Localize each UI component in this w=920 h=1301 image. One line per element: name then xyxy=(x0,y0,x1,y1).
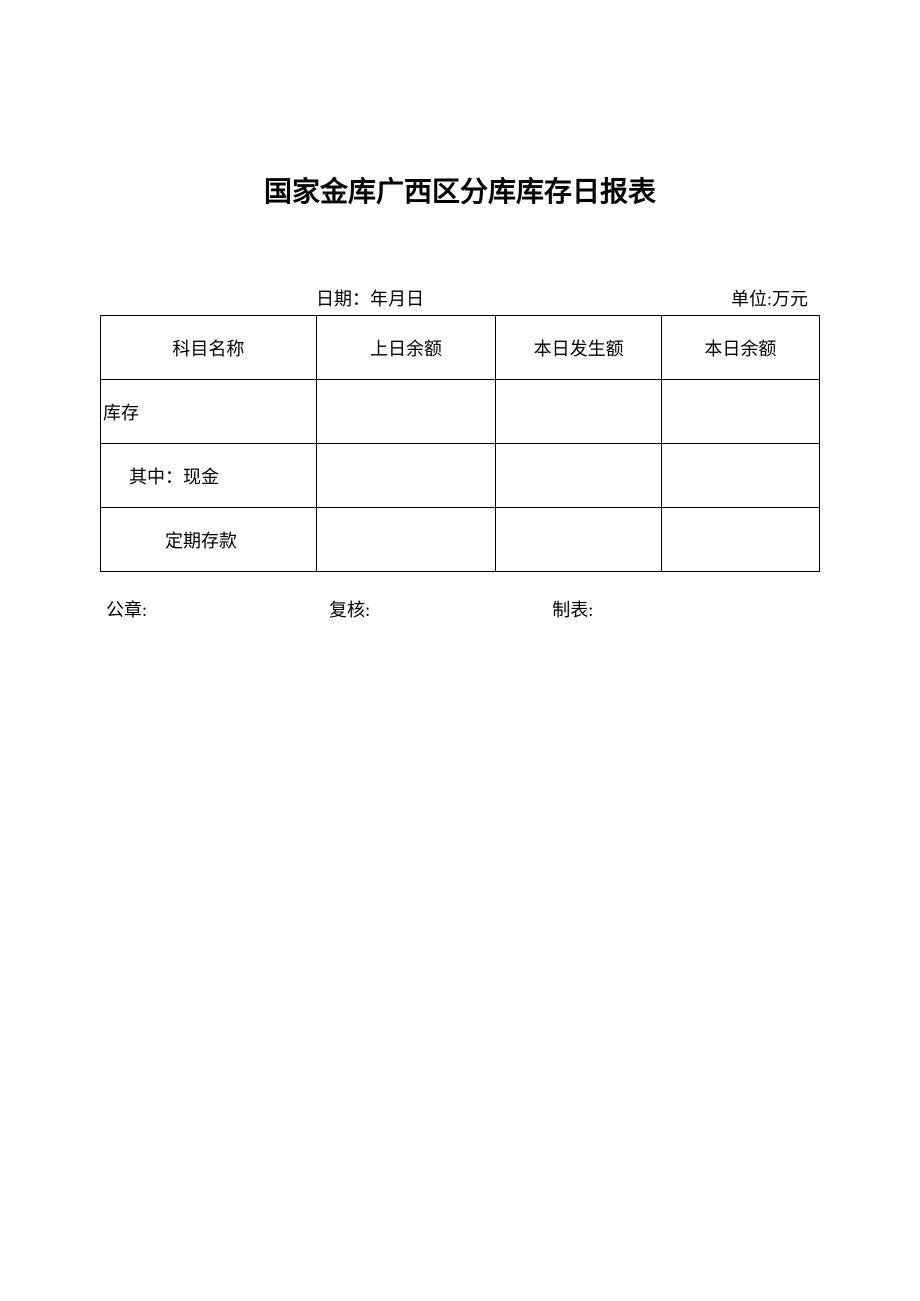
row-today-balance xyxy=(661,508,819,572)
review-label: 复核: xyxy=(329,596,552,622)
inventory-table: 科目名称 上日余额 本日发生额 本日余额 库存其中：现金定期存款 xyxy=(100,315,820,572)
row-today-amount xyxy=(496,508,661,572)
row-prev-balance xyxy=(316,444,496,508)
table-row: 库存 xyxy=(101,380,820,444)
row-label: 库存 xyxy=(101,380,317,444)
document-title: 国家金库广西区分库库存日报表 xyxy=(100,170,820,210)
row-today-balance xyxy=(661,444,819,508)
table-row: 定期存款 xyxy=(101,508,820,572)
row-prev-balance xyxy=(316,380,496,444)
preparer-label: 制表: xyxy=(552,596,820,622)
table-body: 库存其中：现金定期存款 xyxy=(101,380,820,572)
row-label: 定期存款 xyxy=(101,508,317,572)
row-today-balance xyxy=(661,380,819,444)
row-prev-balance xyxy=(316,508,496,572)
header-col-name: 科目名称 xyxy=(101,316,317,380)
header-col-today-amount: 本日发生额 xyxy=(496,316,661,380)
seal-label: 公章: xyxy=(106,596,329,622)
document-page: 国家金库广西区分库库存日报表 日期：年月日 单位:万元 科目名称 上日余额 本日… xyxy=(0,0,920,622)
row-label: 其中：现金 xyxy=(101,444,317,508)
footer-row: 公章: 复核: 制表: xyxy=(100,596,820,622)
row-today-amount xyxy=(496,380,661,444)
table-header-row: 科目名称 上日余额 本日发生额 本日余额 xyxy=(101,316,820,380)
meta-row: 日期：年月日 单位:万元 xyxy=(100,285,820,311)
table-row: 其中：现金 xyxy=(101,444,820,508)
header-col-today-balance: 本日余额 xyxy=(661,316,819,380)
unit-label: 单位:万元 xyxy=(731,285,808,311)
header-col-prev-balance: 上日余额 xyxy=(316,316,496,380)
date-label: 日期：年月日 xyxy=(316,285,731,311)
row-today-amount xyxy=(496,444,661,508)
